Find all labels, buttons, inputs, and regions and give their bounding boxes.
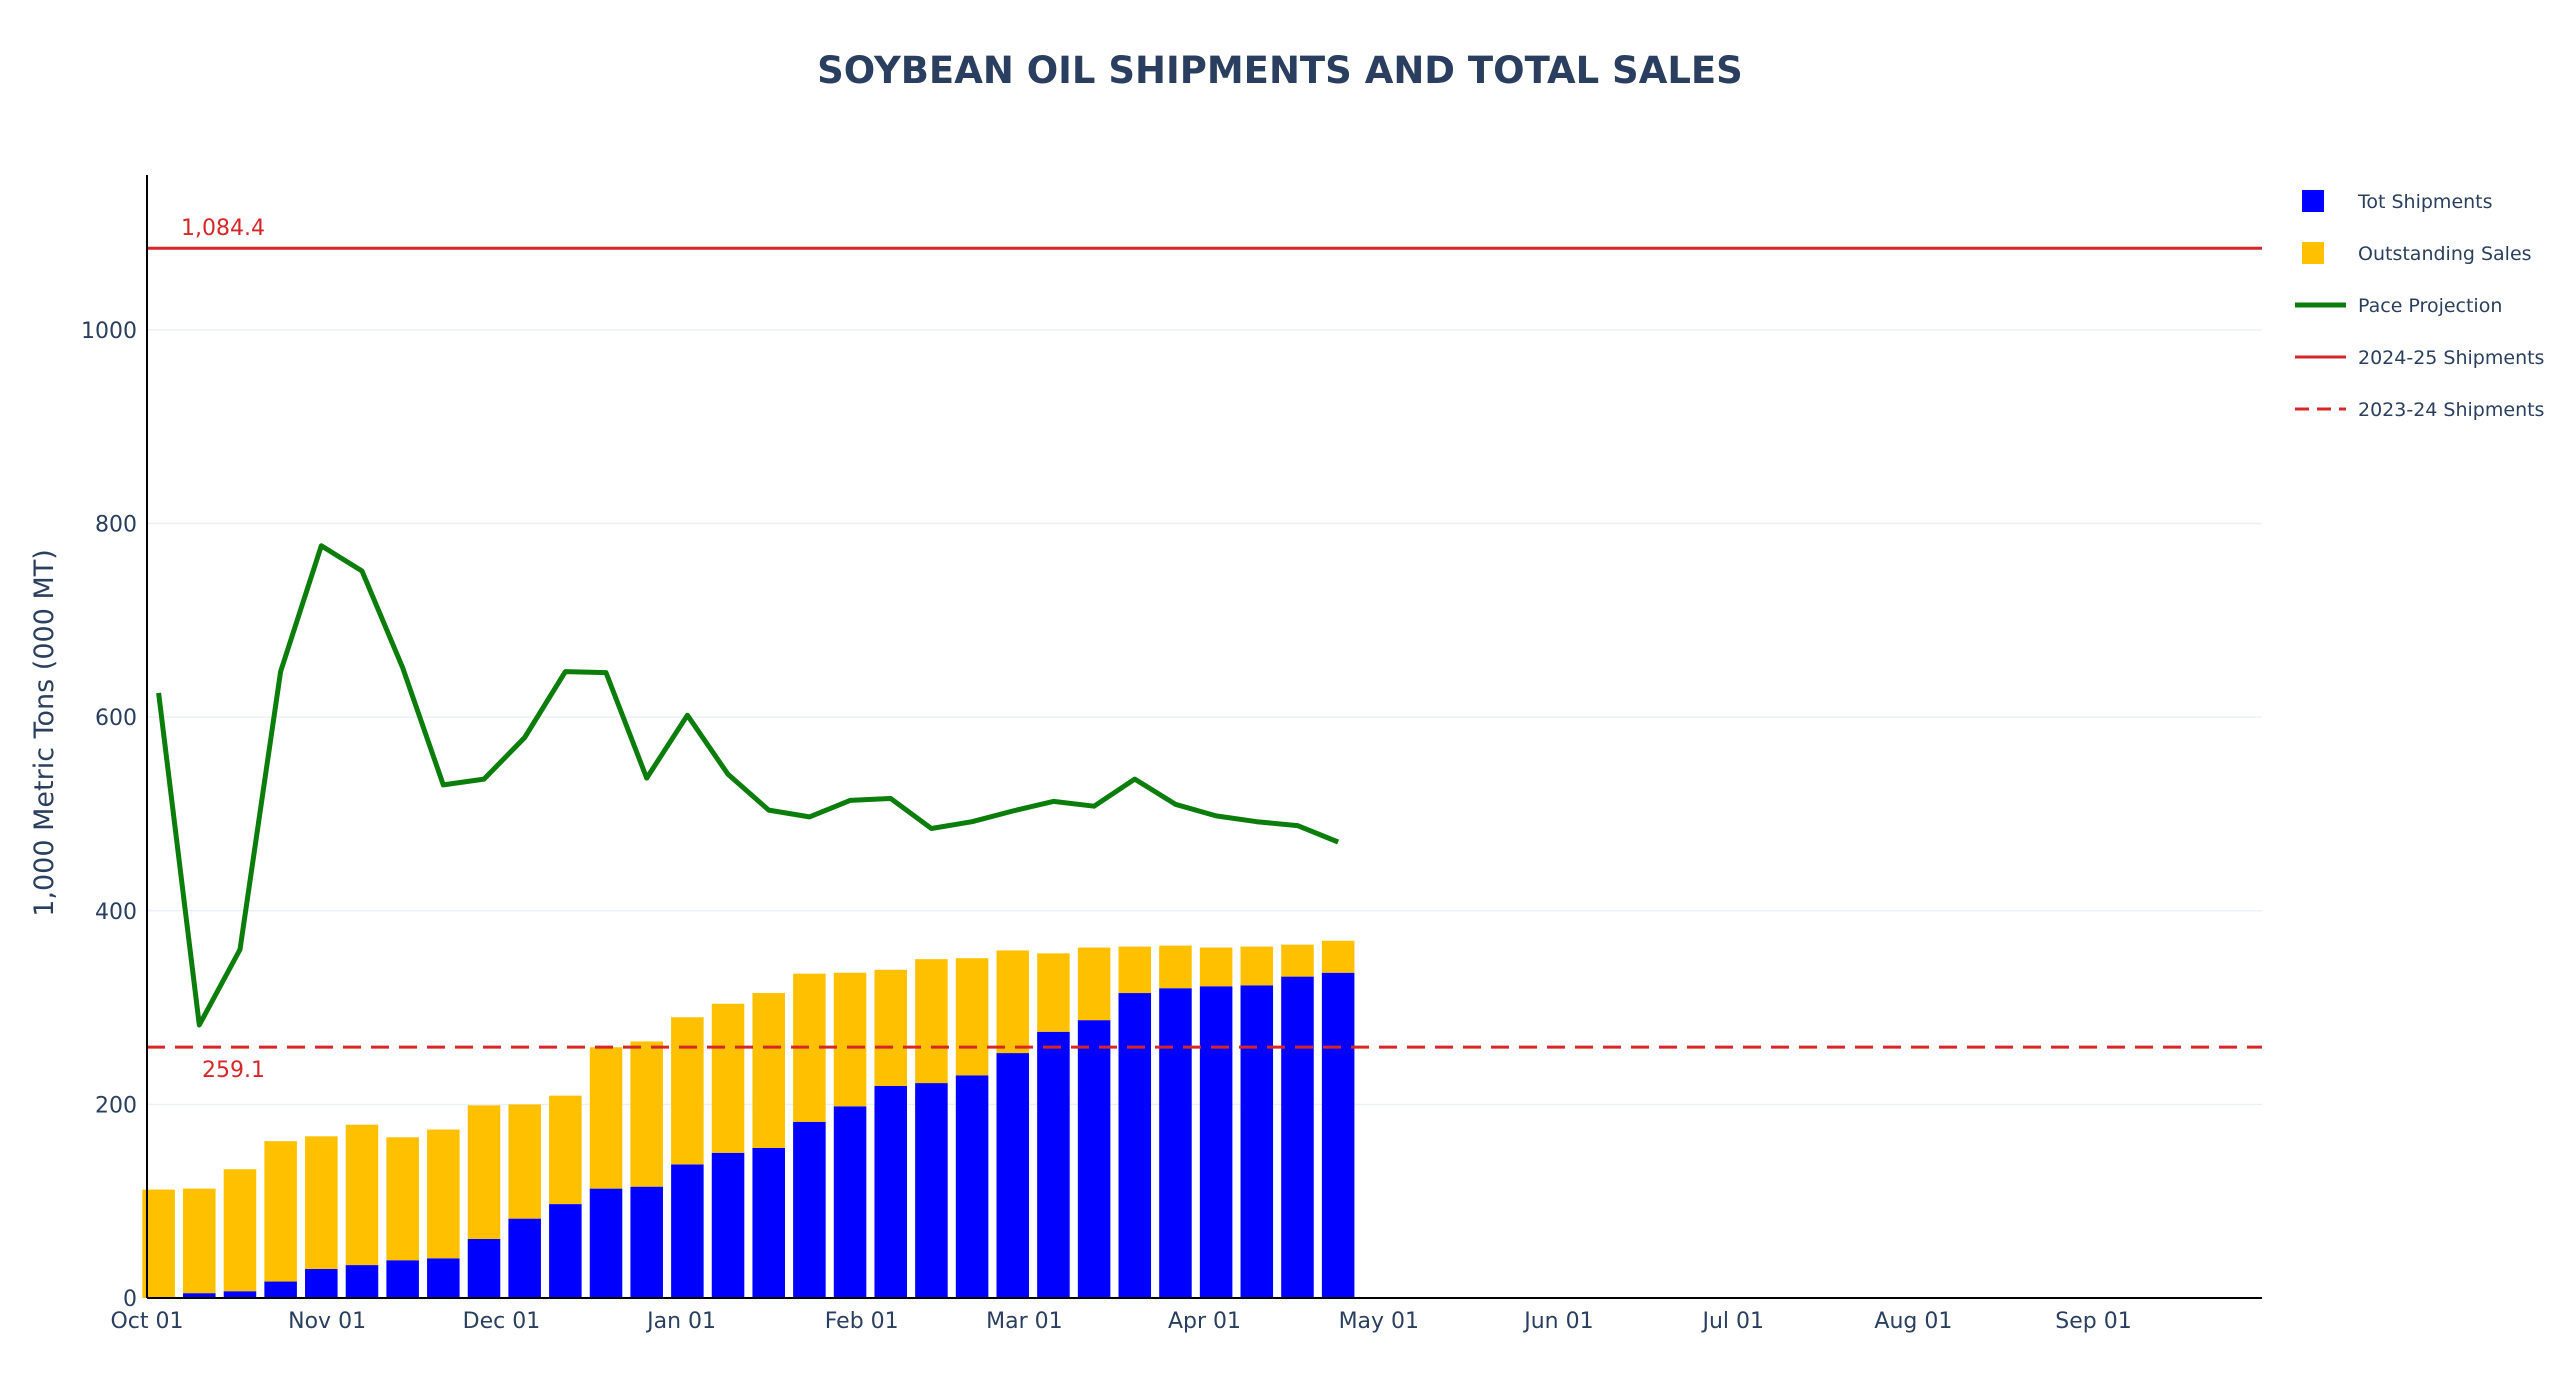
bar-tot-shipments [955,1075,989,1298]
bar-tot-shipments [915,1083,948,1298]
bar-tot-shipments [996,1053,1030,1298]
bar-tot-shipments [630,1186,663,1298]
bar-outstanding-sales [427,1129,460,1259]
legend[interactable]: Tot Shipments Outstanding Sales Pace Proje… [2295,190,2544,421]
x-tick-label: Aug 01 [1874,1309,1952,1334]
x-tick-label: Jul 01 [1700,1309,1764,1334]
x-tick-label: Mar 01 [986,1309,1063,1334]
bar-tot-shipments [874,1085,908,1298]
legend-label-2024-25-shipments: 2024-25 Shipments [2358,347,2544,369]
legend-swatch-tot-shipments [2302,190,2324,212]
y-tick-label: 800 [95,513,137,538]
bar-tot-shipments [223,1291,257,1298]
bar-outstanding-sales [1037,953,1070,1032]
bar-outstanding-sales [752,993,785,1148]
bar-outstanding-sales [915,959,948,1084]
bar-tot-shipments [589,1188,623,1298]
bar-tot-shipments [1037,1031,1070,1298]
bar-outstanding-sales [264,1141,297,1282]
bar-tot-shipments [1199,986,1233,1298]
reference-lines: 1,084.4 259.1 [147,216,2262,1083]
bar-outstanding-sales [508,1104,541,1219]
y-tick-label: 400 [95,900,137,925]
bar-tot-shipments [671,1164,704,1298]
pace-projection-line [156,543,1340,1028]
bar-outstanding-sales [1240,946,1274,986]
y-tick-label: 0 [123,1287,137,1312]
x-tick-label: Apr 01 [1168,1309,1241,1334]
bar-outstanding-sales [386,1137,419,1261]
bar-outstanding-sales [1281,944,1314,977]
bar-tot-shipments [305,1268,338,1298]
legend-label-pace-projection: Pace Projection [2358,295,2502,317]
axes: 0 200 400 600 800 1000 Oct 01 Nov 01 Dec 01 Jan 0… [81,175,2262,1334]
y-tick-label: 200 [95,1093,137,1118]
bar-tot-shipments [508,1218,541,1298]
bar-outstanding-sales [467,1105,501,1239]
bar-tot-shipments [427,1258,460,1298]
bar-tot-shipments [793,1121,826,1298]
bar-outstanding-sales [223,1169,257,1292]
bar-tot-shipments [386,1260,419,1298]
y-axis-label: 1,000 Metric Tons (000 MT) [29,549,60,917]
bar-tot-shipments [345,1265,379,1298]
bar-tot-shipments [549,1204,582,1298]
y-tick-label: 1000 [81,319,137,344]
reference-label-2024-25: 1,084.4 [181,216,265,241]
bar-outstanding-sales [549,1095,582,1205]
legend-swatch-outstanding-sales [2302,242,2324,264]
pace-projection [156,543,1340,1028]
bar-outstanding-sales [345,1124,379,1266]
bar-outstanding-sales [711,1003,745,1153]
bar-outstanding-sales [955,958,989,1076]
bar-tot-shipments [1077,1020,1111,1298]
bar-tot-shipments [467,1238,501,1298]
bar-tot-shipments [1118,993,1152,1298]
bar-outstanding-sales [1077,947,1111,1021]
bar-tot-shipments [183,1293,216,1298]
x-tick-label: Jun 01 [1522,1309,1593,1334]
bar-outstanding-sales [833,972,867,1107]
x-tick-label: Jan 01 [645,1309,716,1334]
bar-tot-shipments [264,1281,297,1298]
bar-outstanding-sales [630,1041,663,1187]
bar-outstanding-sales [183,1188,216,1294]
bar-tot-shipments [1240,985,1274,1298]
legend-label-outstanding-sales: Outstanding Sales [2358,243,2532,265]
bar-outstanding-sales [305,1136,338,1269]
bar-outstanding-sales [1321,940,1355,973]
bar-outstanding-sales [1199,947,1233,987]
bar-outstanding-sales [874,969,908,1086]
bar-outstanding-sales [1118,946,1152,994]
legend-label-tot-shipments: Tot Shipments [2357,191,2493,213]
bar-outstanding-sales [1159,945,1192,989]
bar-outstanding-sales [996,950,1030,1054]
x-tick-label: Oct 01 [110,1309,183,1334]
bar-tot-shipments [1281,976,1314,1298]
grid-lines [147,329,2262,1106]
bar-tot-shipments [1321,972,1355,1298]
x-tick-label: Dec 01 [463,1309,541,1334]
y-tick-label: 600 [95,706,137,731]
bar-tot-shipments [711,1152,745,1298]
bar-outstanding-sales [589,1047,623,1189]
x-tick-label: Sep 01 [2055,1309,2131,1334]
x-tick-label: May 01 [1339,1309,1419,1334]
x-tick-label: Feb 01 [825,1309,899,1334]
bar-tot-shipments [752,1147,785,1298]
bar-outstanding-sales [671,1017,704,1165]
chart-title: SOYBEAN OIL SHIPMENTS AND TOTAL SALES [817,49,1743,92]
bar-tot-shipments [833,1106,867,1298]
reference-label-2023-24: 259.1 [202,1058,265,1083]
bars [142,940,1355,1298]
legend-label-2023-24-shipments: 2023-24 Shipments [2358,399,2544,421]
bar-tot-shipments [1159,988,1192,1298]
x-tick-label: Nov 01 [288,1309,366,1334]
